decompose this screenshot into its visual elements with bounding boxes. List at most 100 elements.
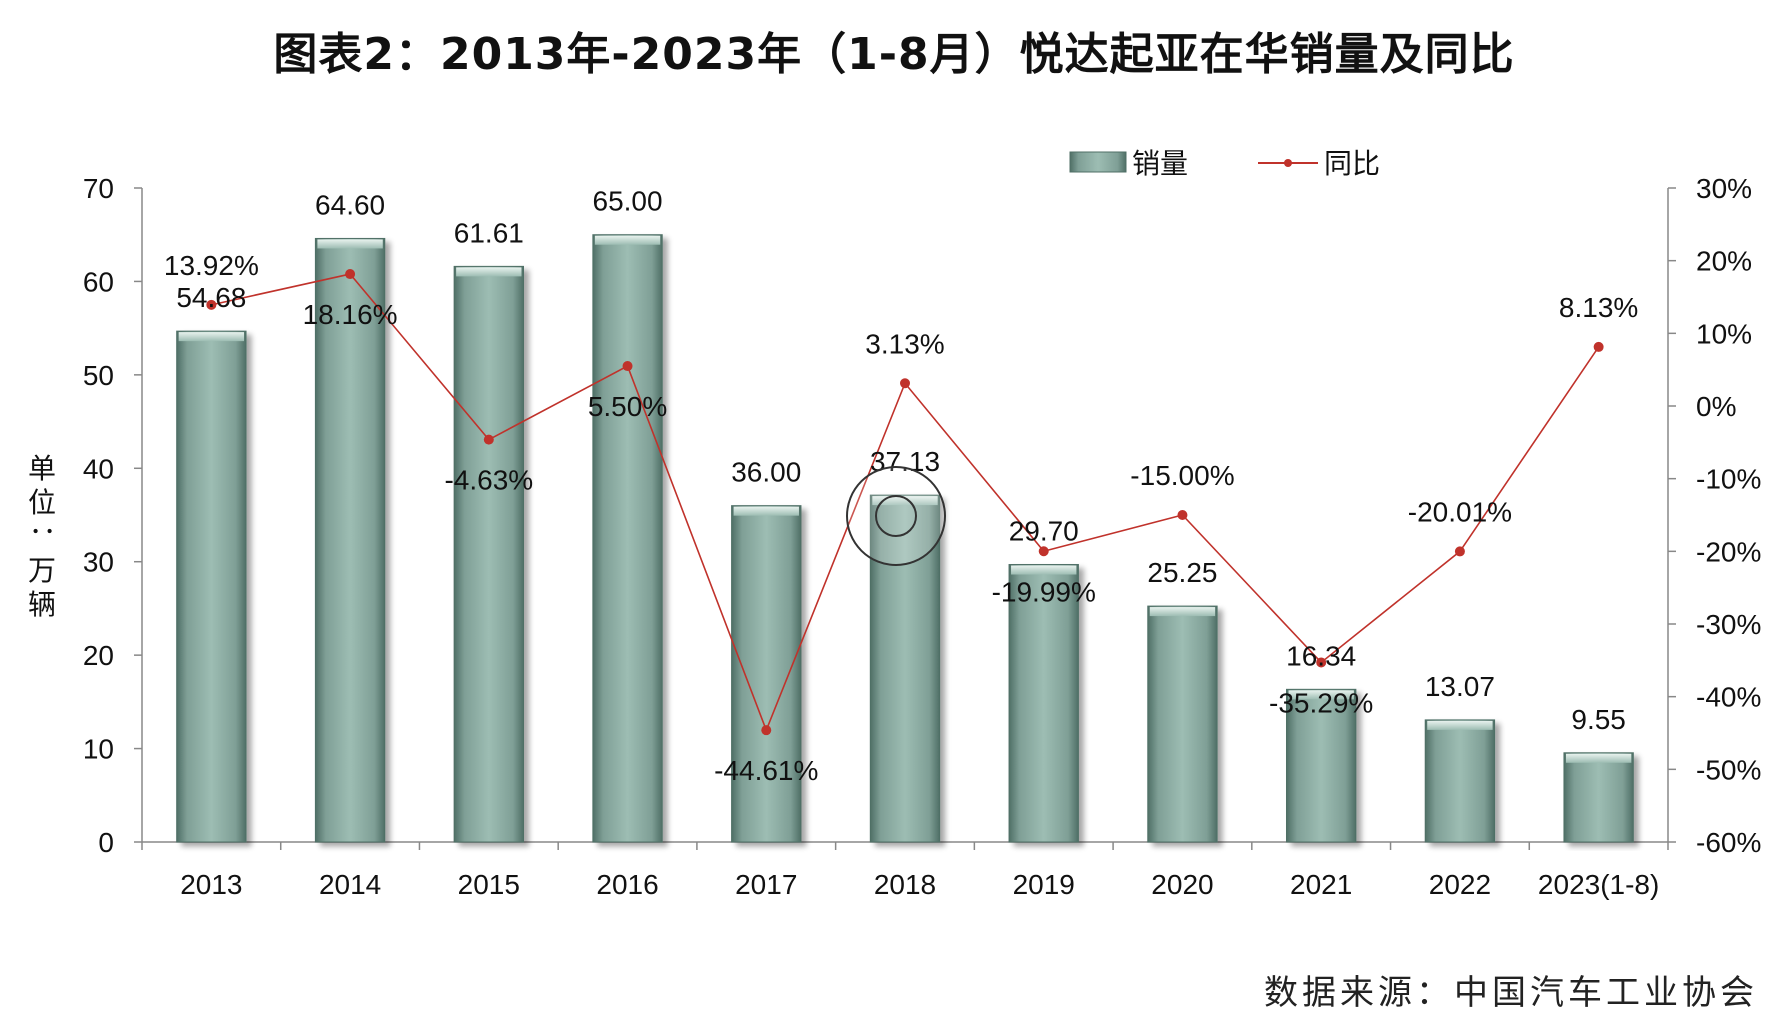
chart-title: 图表2：2013年-2023年（1-8月）悦达起亚在华销量及同比 [273,29,1515,80]
bar-2023(1-8) [1563,752,1634,843]
yoy-value-label: 13.92% [164,250,259,281]
bar-2014 [314,237,386,843]
axes: 0 10 20 30 40 50 60 70 -60% -50% -40% -30% -20% -10% 0… [83,173,1762,900]
bar-value-label: 16.34 [1286,640,1356,671]
yoy-value-label: -35.29% [1269,687,1373,718]
y-axis-title-char: 万 [28,554,56,587]
bar-body [1424,719,1496,843]
left-tick-label: 10 [83,734,114,765]
x-tick-label: 2017 [735,869,797,900]
left-tick-label: 20 [83,640,114,671]
right-tick-label: -50% [1696,754,1761,785]
bar-body [1008,564,1079,843]
right-tick-label: 10% [1696,318,1752,349]
yoy-point-2013 [206,299,217,310]
yoy-value-label: 5.50% [588,391,667,422]
legend-bar-label: 销量 [1132,147,1188,180]
bar-bevel [1565,753,1632,763]
yoy-point-2019 [1038,546,1049,557]
bars [176,234,1634,843]
yoy-point-2014 [345,269,356,280]
y-axis-title: 单位 ：万辆 [27,452,60,621]
y-axis-title-char: ： [27,524,60,552]
x-tick-label: 2022 [1429,869,1491,900]
bar-2021 [1286,688,1357,843]
bar-bevel [456,267,522,277]
bar-value-label: 13.07 [1425,671,1495,702]
bar-body [453,265,524,843]
bar-bevel [1288,690,1354,700]
bar-bevel [1011,565,1077,575]
x-tick-label: 2016 [596,869,658,900]
y-axis-title-char: 辆 [28,588,56,621]
right-tick-label: 30% [1696,173,1752,204]
bar-bevel [594,235,661,245]
bar-body [1563,752,1634,843]
yoy-value-label: -4.63% [444,465,533,496]
bar-body [1286,688,1357,843]
left-tick-label: 50 [83,360,114,391]
yoy-value-label: -20.01% [1408,496,1512,527]
yoy-point-2015 [483,434,494,445]
yoy-point-2023(1-8) [1593,341,1604,352]
bar-value-label: 37.13 [870,446,940,477]
bar-2016 [592,234,663,843]
bar-bevel [317,239,383,249]
bar-2013 [176,330,247,843]
bar-bevel [1427,720,1493,730]
bar-body [176,330,247,843]
legend-line-label: 同比 [1324,147,1380,180]
bar-2020 [1147,605,1218,843]
yoy-point-2020 [1177,510,1188,520]
left-tick-label: 0 [98,827,114,858]
x-tick-label: 2014 [319,869,381,900]
left-tick-label: 60 [83,266,114,297]
yoy-value-label: -44.61% [714,755,818,786]
bar-value-label: 36.00 [731,457,801,488]
yoy-value-label: 8.13% [1559,292,1638,323]
right-tick-label: -30% [1696,609,1761,640]
bar-2019 [1008,564,1079,843]
legend-bar-swatch [1069,151,1127,173]
x-tick-label: 2015 [458,869,520,900]
right-tick-label: -40% [1696,682,1761,713]
yoy-value-label: -15.00% [1130,460,1234,491]
bar-value-label: 64.60 [315,189,385,220]
left-tick-label: 40 [83,453,114,484]
highlight-circle [846,466,946,566]
bar-bevel [872,496,938,506]
x-tick-label: 2018 [874,869,936,900]
yoy-value-label: 3.13% [865,328,944,359]
x-tick-label: 2013 [180,869,242,900]
data-source: 数据来源：中国汽车工业协会 [1264,973,1758,1013]
right-tick-label: 20% [1696,246,1752,277]
bar-value-label: 54.68 [176,282,246,313]
yoy-point-2018 [900,378,910,389]
yoy-value-label: 18.16% [303,299,398,330]
x-tick-label: 2023(1-8) [1538,869,1659,900]
yoy-value-label: -19.99% [992,576,1096,607]
bar-2017 [731,505,802,843]
bar-value-label: 61.61 [454,217,524,248]
bar-body [731,505,802,843]
yoy-line [206,269,1604,736]
bar-body [592,234,663,843]
y-axis-title-char: 位 [28,486,56,519]
right-tick-label: -60% [1696,827,1761,858]
bar-bevel [1149,607,1216,617]
bar-bevel [733,506,799,516]
bar-value-label: 29.70 [1009,516,1079,547]
bar-bevel [178,332,245,342]
legend: 销量 同比 [1069,147,1380,180]
yoy-point-2021 [1316,657,1327,668]
x-tick-label: 2019 [1013,869,1075,900]
bar-value-label: 25.25 [1147,557,1217,588]
right-tick-label: 0% [1696,391,1736,422]
x-tick-label: 2021 [1290,869,1352,900]
right-tick-label: -20% [1696,536,1761,567]
bar-2022 [1424,719,1496,843]
bar-body [1147,605,1218,843]
x-tick-label: 2020 [1151,869,1213,900]
bar-body [314,237,386,843]
